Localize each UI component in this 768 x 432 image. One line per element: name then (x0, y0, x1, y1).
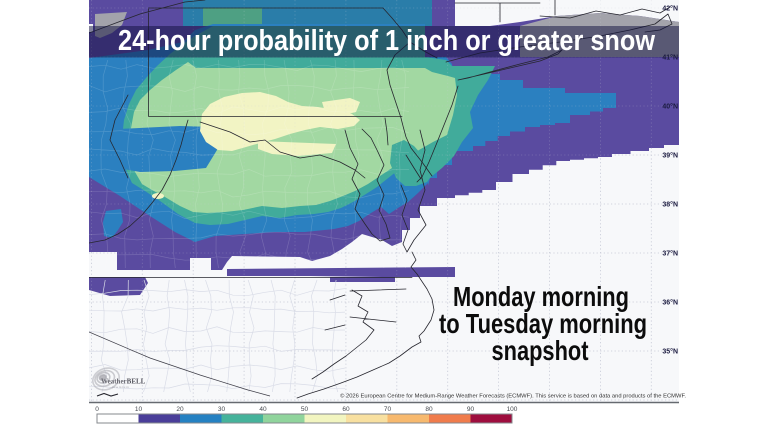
svg-text:36°N: 36°N (662, 299, 678, 307)
svg-text:50: 50 (301, 406, 309, 413)
svg-text:35°N: 35°N (662, 348, 678, 356)
svg-text:38°N: 38°N (662, 201, 678, 209)
svg-text:30: 30 (218, 406, 226, 413)
svg-text:snapshot: snapshot (492, 335, 589, 366)
svg-text:10: 10 (135, 406, 143, 413)
svg-text:70: 70 (384, 406, 392, 413)
svg-text:24-hour probability of 1 inch: 24-hour probability of 1 inch or greater… (118, 25, 656, 57)
svg-text:20: 20 (176, 406, 184, 413)
svg-text:80: 80 (425, 406, 433, 413)
svg-text:40: 40 (259, 406, 267, 413)
svg-text:39°N: 39°N (662, 152, 678, 160)
svg-text:to Tuesday morning: to Tuesday morning (439, 308, 647, 339)
svg-text:© 2026 European Centre for Med: © 2026 European Centre for Medium-Range … (340, 393, 686, 400)
svg-text:41°N: 41°N (662, 54, 678, 62)
svg-text:0: 0 (95, 406, 99, 413)
svg-text:60: 60 (342, 406, 350, 413)
svg-text:100: 100 (507, 406, 518, 413)
svg-text:Monday morning: Monday morning (453, 281, 629, 312)
svg-text:WeatherBELL: WeatherBELL (101, 378, 146, 386)
svg-text:40°N: 40°N (662, 103, 678, 111)
svg-text:p r e m i u m: p r e m i u m (112, 385, 129, 389)
svg-text:90: 90 (467, 406, 475, 413)
svg-text:42°N: 42°N (662, 5, 678, 13)
svg-text:37°N: 37°N (662, 250, 678, 258)
